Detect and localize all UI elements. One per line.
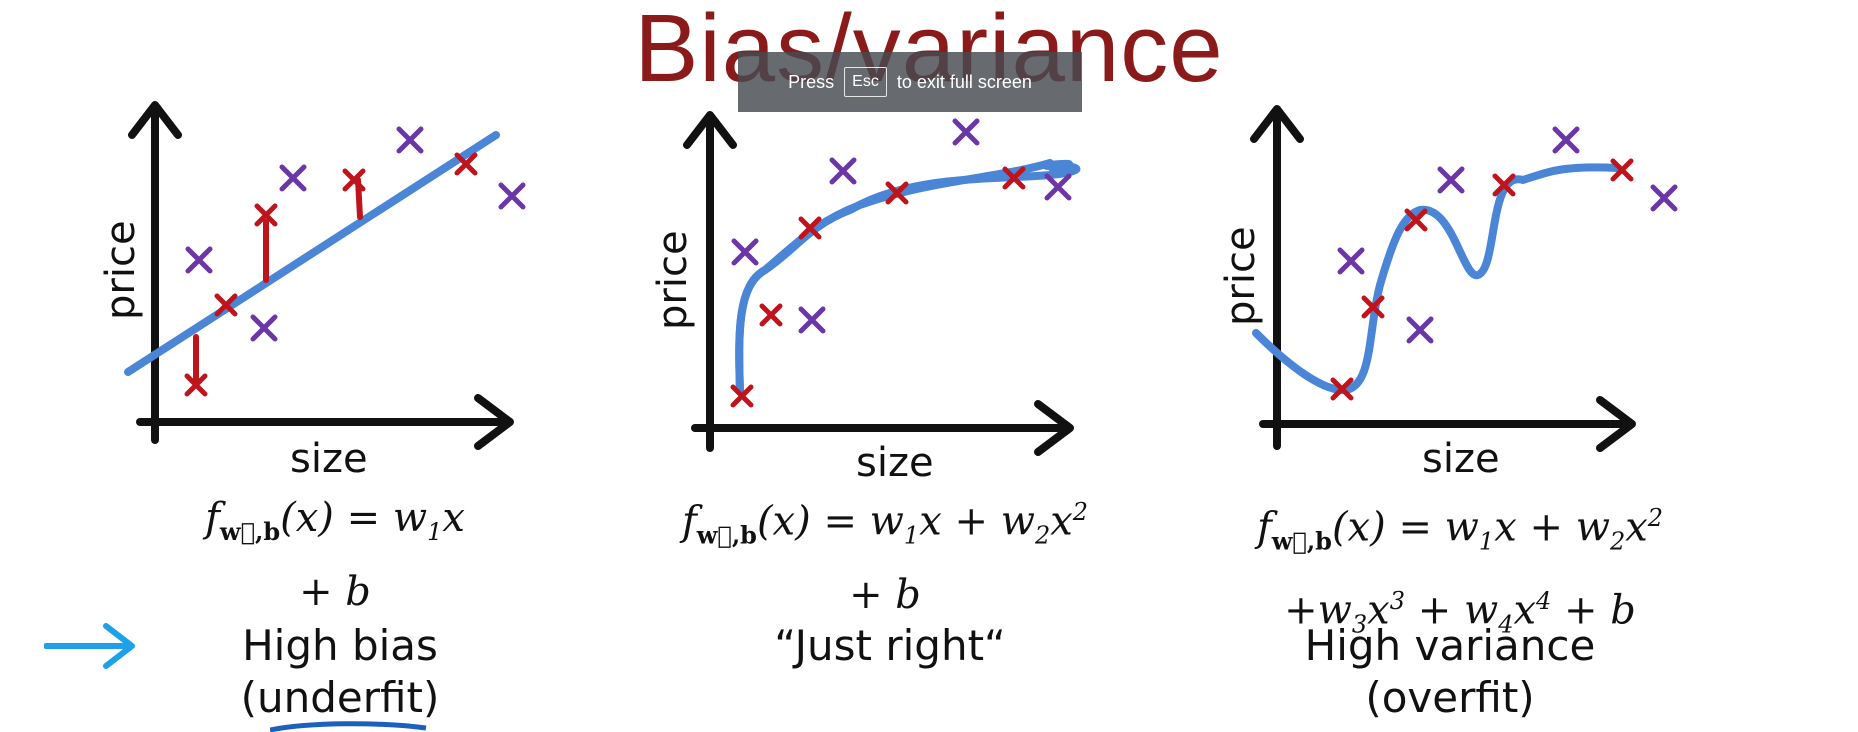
residual-lines [193,177,363,388]
toast-prefix: Press [788,71,835,92]
y-axis-label: price [1218,226,1264,326]
purple-cross-marker [1437,166,1465,194]
overfit-plot: price price size [1218,105,1678,482]
fullscreen-toast: Press Esc to exit full screen [738,52,1082,112]
purple-cross-marker [829,157,857,185]
red-cross-marker [1492,173,1516,197]
esc-key[interactable]: Esc [844,67,887,97]
fit-curve [1252,163,1622,395]
training-points [730,118,1072,408]
x-axis-label: size [1422,436,1500,482]
purple-cross-marker [1044,173,1072,201]
y-axis-arrowhead [128,101,182,139]
purple-cross-marker [1650,184,1678,212]
purple-cross-marker [952,118,980,146]
red-cross-marker [254,203,278,227]
purple-cross-marker [498,182,526,210]
y-axis-arrowhead [683,111,737,149]
x-axis-arrowhead [1034,400,1074,456]
underfit-formula: fw⃗,b(x) = w1x + b [205,495,465,615]
y-axis-label: price [98,220,144,320]
x-axis-label: size [856,440,934,486]
red-cross-marker [342,168,366,192]
red-cross-marker [885,181,909,205]
purple-cross-marker [250,314,278,342]
purple-cross-marker [279,164,307,192]
red-cross-marker [1404,208,1428,232]
red-cross-marker [1361,295,1385,319]
x-axis-arrowhead [1596,396,1636,452]
underfit-verdict: High bias (underfit) [240,621,440,722]
red-cross-marker [184,373,208,397]
fit-line [124,131,500,376]
toast-suffix: to exit full screen [896,71,1032,92]
purple-cross-marker [731,238,759,266]
red-cross-marker [798,216,822,240]
y-axis-label: price [650,230,696,330]
red-cross-marker [730,384,754,408]
underfit-plot: price size [98,101,526,482]
red-cross-marker [759,303,783,327]
fit-curve-smooth [735,159,1054,396]
red-cross-marker [454,152,478,176]
red-cross-marker [1002,166,1026,190]
purple-cross-marker [185,246,213,274]
just-right-formula: fw⃗,b(x) = w1x + w2x2 + b [681,498,1089,619]
red-cross-marker [1330,377,1354,401]
training-points [184,126,526,397]
y-axis-arrowhead [1250,105,1304,143]
purple-cross-marker [1406,316,1434,344]
just-right-verdict: “Just right“ [774,621,1006,670]
red-cross-marker [1610,158,1634,182]
purple-cross-marker [396,126,424,154]
x-axis-label: size [290,436,368,482]
overfit-formula: fw⃗,b(x) = w1x + w2x2 +w3x3 + w4x4 + b [1256,504,1664,639]
just-right-plot: price size [650,111,1081,486]
underline-stroke [270,721,427,732]
overfit-verdict: High variance (overfit) [1304,621,1596,722]
red-cross-marker [214,293,238,317]
training-points [1330,126,1678,401]
purple-cross-marker [1337,247,1365,275]
purple-cross-marker [798,306,826,334]
fit-curve [735,159,1081,396]
arrow-right-icon [44,623,135,669]
purple-cross-marker [1552,126,1580,154]
x-axis-arrowhead [474,394,514,450]
